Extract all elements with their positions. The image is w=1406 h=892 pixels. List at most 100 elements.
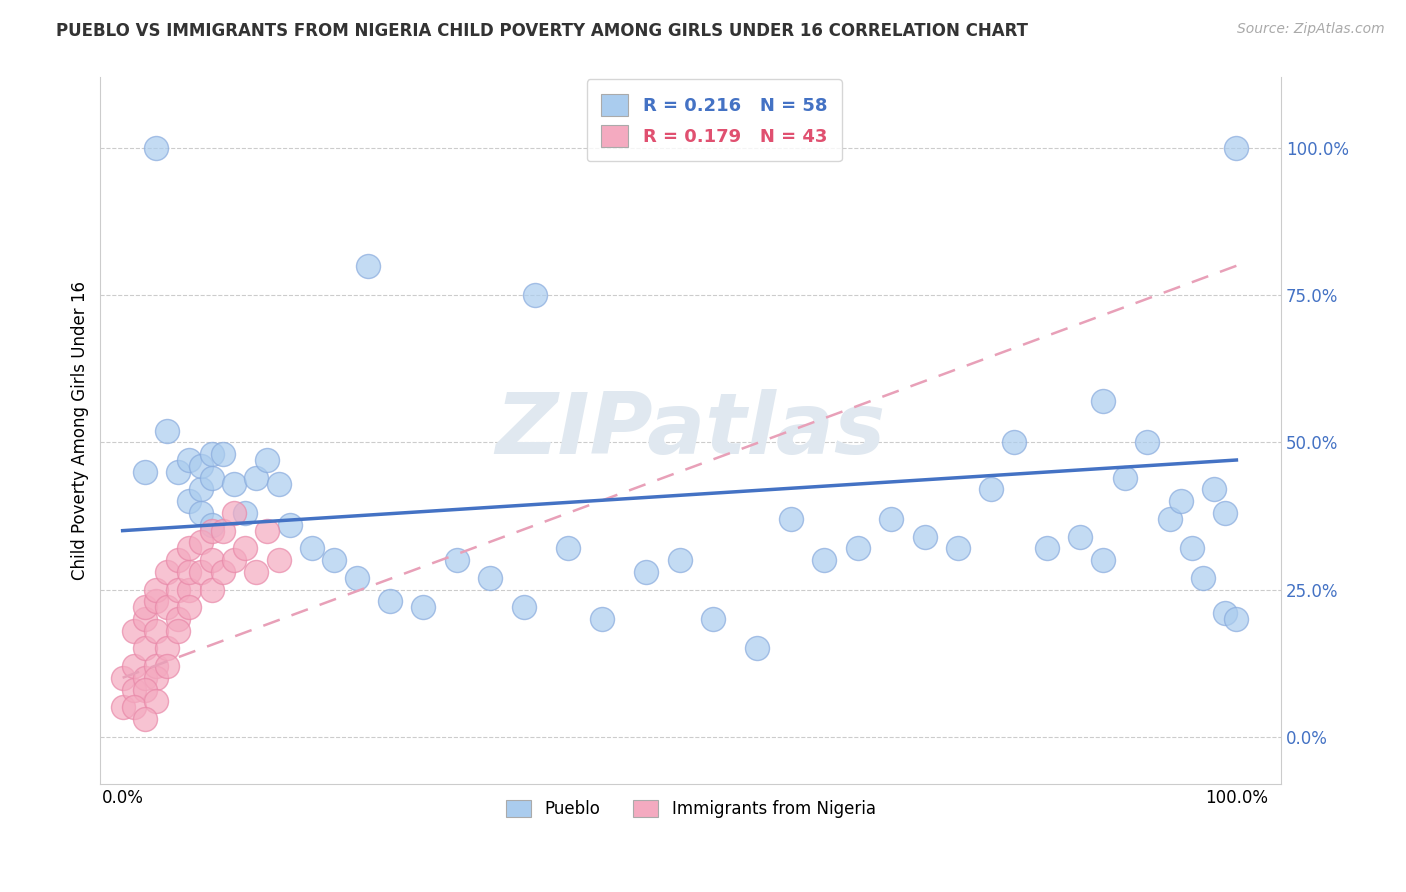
Point bbox=[1225, 612, 1247, 626]
Point bbox=[179, 582, 201, 597]
Point bbox=[201, 582, 224, 597]
Text: PUEBLO VS IMMIGRANTS FROM NIGERIA CHILD POVERTY AMONG GIRLS UNDER 16 CORRELATION: PUEBLO VS IMMIGRANTS FROM NIGERIA CHILD … bbox=[56, 22, 1028, 40]
Point bbox=[111, 700, 134, 714]
Point bbox=[156, 600, 179, 615]
Point bbox=[591, 612, 613, 626]
Point bbox=[179, 541, 201, 556]
Point bbox=[156, 565, 179, 579]
Point bbox=[179, 453, 201, 467]
Point bbox=[179, 494, 201, 508]
Point bbox=[1170, 494, 1192, 508]
Point bbox=[222, 506, 245, 520]
Point bbox=[780, 512, 803, 526]
Point bbox=[190, 565, 212, 579]
Point bbox=[233, 506, 256, 520]
Point bbox=[256, 524, 278, 538]
Point bbox=[122, 659, 145, 673]
Point bbox=[557, 541, 579, 556]
Point bbox=[1136, 435, 1159, 450]
Point bbox=[145, 141, 167, 155]
Point bbox=[190, 535, 212, 549]
Point bbox=[201, 471, 224, 485]
Point bbox=[167, 612, 190, 626]
Point bbox=[1002, 435, 1025, 450]
Point bbox=[233, 541, 256, 556]
Point bbox=[134, 712, 156, 726]
Point bbox=[880, 512, 903, 526]
Point bbox=[412, 600, 434, 615]
Point bbox=[1213, 606, 1236, 620]
Point bbox=[523, 288, 546, 302]
Point bbox=[167, 624, 190, 638]
Point bbox=[145, 659, 167, 673]
Point bbox=[145, 582, 167, 597]
Point bbox=[134, 600, 156, 615]
Point bbox=[1181, 541, 1204, 556]
Point bbox=[245, 471, 267, 485]
Point bbox=[301, 541, 323, 556]
Point bbox=[1213, 506, 1236, 520]
Point bbox=[636, 565, 658, 579]
Point bbox=[702, 612, 724, 626]
Point bbox=[1114, 471, 1136, 485]
Point bbox=[1036, 541, 1059, 556]
Point bbox=[156, 659, 179, 673]
Point bbox=[267, 553, 290, 567]
Point bbox=[201, 517, 224, 532]
Point bbox=[145, 671, 167, 685]
Point bbox=[222, 553, 245, 567]
Point bbox=[122, 682, 145, 697]
Point bbox=[134, 465, 156, 479]
Point bbox=[179, 600, 201, 615]
Point bbox=[145, 624, 167, 638]
Point bbox=[1225, 141, 1247, 155]
Point bbox=[378, 594, 401, 608]
Point bbox=[245, 565, 267, 579]
Point bbox=[946, 541, 969, 556]
Point bbox=[1204, 483, 1226, 497]
Point bbox=[356, 259, 378, 273]
Point bbox=[512, 600, 534, 615]
Legend: Pueblo, Immigrants from Nigeria: Pueblo, Immigrants from Nigeria bbox=[499, 793, 882, 825]
Point bbox=[122, 624, 145, 638]
Point bbox=[914, 529, 936, 543]
Point bbox=[222, 476, 245, 491]
Point bbox=[134, 612, 156, 626]
Point bbox=[134, 671, 156, 685]
Y-axis label: Child Poverty Among Girls Under 16: Child Poverty Among Girls Under 16 bbox=[72, 281, 89, 580]
Point bbox=[346, 571, 368, 585]
Point bbox=[212, 447, 235, 461]
Point bbox=[846, 541, 869, 556]
Text: ZIPatlas: ZIPatlas bbox=[495, 389, 886, 472]
Text: Source: ZipAtlas.com: Source: ZipAtlas.com bbox=[1237, 22, 1385, 37]
Point bbox=[167, 582, 190, 597]
Point bbox=[1159, 512, 1181, 526]
Point bbox=[134, 682, 156, 697]
Point bbox=[980, 483, 1002, 497]
Point bbox=[167, 465, 190, 479]
Point bbox=[668, 553, 690, 567]
Point bbox=[190, 506, 212, 520]
Point bbox=[111, 671, 134, 685]
Point bbox=[156, 641, 179, 656]
Point bbox=[145, 694, 167, 708]
Point bbox=[1091, 394, 1114, 409]
Point bbox=[122, 700, 145, 714]
Point bbox=[145, 594, 167, 608]
Point bbox=[1069, 529, 1091, 543]
Point bbox=[201, 524, 224, 538]
Point bbox=[212, 524, 235, 538]
Point bbox=[190, 458, 212, 473]
Point bbox=[179, 565, 201, 579]
Point bbox=[747, 641, 769, 656]
Point bbox=[267, 476, 290, 491]
Point bbox=[201, 553, 224, 567]
Point bbox=[134, 641, 156, 656]
Point bbox=[156, 424, 179, 438]
Point bbox=[479, 571, 502, 585]
Point bbox=[278, 517, 301, 532]
Point bbox=[1091, 553, 1114, 567]
Point bbox=[167, 553, 190, 567]
Point bbox=[201, 447, 224, 461]
Point bbox=[446, 553, 468, 567]
